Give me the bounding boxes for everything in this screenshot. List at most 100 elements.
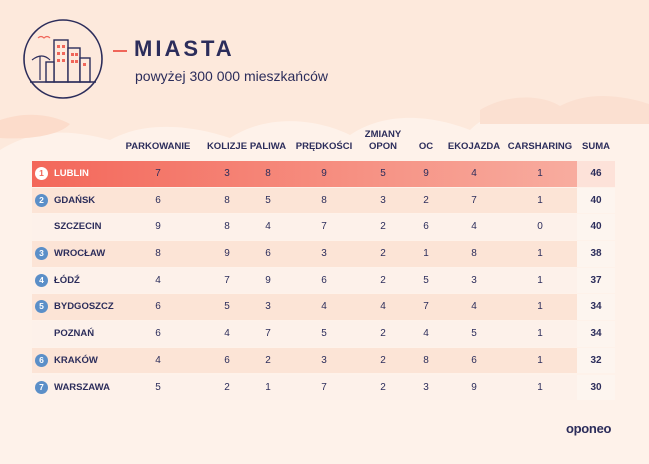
score-cell: 3 [224,168,230,179]
column-header: ZMIANY OPON [343,129,423,153]
table-header: PARKOWANIE KOLIZJE PALIWA PRĘDKOŚCI ZMIANY OP… [0,0,649,160]
sum-cell: 34 [577,294,615,320]
rank-badge: 2 [35,193,48,207]
column-header: PALIWA [228,141,308,153]
score-cell: 3 [423,381,429,393]
column-header-line: EKOJAZDA [447,141,501,152]
column-header-line: ZMIANY [364,129,402,140]
score-cell: 6 [423,221,429,233]
score-cell: 6 [155,301,161,313]
score-cell: 3 [321,248,327,260]
score-cell: 8 [321,194,327,206]
score-cell: 7 [321,381,327,393]
score-cell: 7 [321,221,327,233]
score-cell: 5 [265,194,271,206]
score-cell: 1 [537,381,543,393]
score-cell: 2 [380,328,386,340]
score-cell: 6 [471,354,477,366]
score-cell: 2 [265,354,271,366]
page-subtitle: powyżej 300 000 mieszkańców [135,68,328,84]
score-cell: 7 [265,328,271,340]
column-header-line: PALIWA [249,141,287,152]
score-cell: 4 [423,328,429,340]
score-cell: 4 [224,328,230,340]
ranking-table: 1 LUBLIN 7 3 8 9 5 9 4 1 46 2 GDAŃSK 6 8 5 8 3 2 7 1 40 SZCZEC… [32,161,615,401]
score-cell: 1 [537,168,543,179]
sum-cell: 38 [577,241,615,267]
score-cell: 4 [321,301,327,313]
score-cell: 9 [155,221,161,233]
table-row: SZCZECIN 9 8 4 7 2 6 4 0 40 [32,214,615,240]
city-name: BYDGOSZCZ [54,301,114,313]
score-cell: 6 [224,354,230,366]
score-cell: 6 [155,194,161,206]
score-cell: 2 [380,248,386,260]
city-skyline-icon [22,18,104,100]
table-row: POZNAŃ 6 4 7 5 2 4 5 1 34 [32,321,615,347]
column-header: CARSHARING [500,141,580,153]
score-cell: 4 [265,221,271,233]
rank-badge: 5 [35,300,48,314]
column-header-line: PRĘDKOŚCI [295,141,353,152]
score-cell: 5 [471,328,477,340]
rank-badge: 4 [35,273,48,287]
score-cell: 9 [265,274,271,286]
column-header-line: OPON [369,141,397,152]
sum-cell: 34 [577,321,615,347]
score-cell: 6 [155,328,161,340]
score-cell: 1 [537,274,543,286]
score-cell: 4 [380,301,386,313]
score-cell: 2 [224,381,230,393]
sum-cell: 40 [577,214,615,240]
column-header: SUMA [556,141,636,153]
score-cell: 2 [380,354,386,366]
score-cell: 1 [537,248,543,260]
score-cell: 8 [265,168,271,179]
score-cell: 6 [321,274,327,286]
score-cell: 4 [471,301,477,313]
score-cell: 2 [423,194,429,206]
city-name: WROCŁAW [54,248,106,260]
table-row: 5 BYDGOSZCZ 6 5 3 4 4 7 4 1 34 [32,294,615,320]
score-cell: 1 [423,248,429,260]
rank-badge: 7 [35,380,48,394]
score-cell: 4 [471,168,477,179]
table-row: 4 ŁÓDŹ 4 7 9 6 2 5 3 1 37 [32,267,615,294]
table-row: 1 LUBLIN 7 3 8 9 5 9 4 1 46 [32,161,615,187]
score-cell: 5 [224,301,230,313]
sum-cell: 37 [577,267,615,294]
score-cell: 9 [321,168,327,179]
score-cell: 8 [224,221,230,233]
column-header-line: CARSHARING [507,141,573,152]
score-cell: 3 [380,194,386,206]
score-cell: 4 [155,274,161,286]
score-cell: 5 [380,168,386,179]
score-cell: 8 [224,194,230,206]
score-cell: 4 [155,354,161,366]
sum-cell: 40 [577,187,615,214]
title-accent-line [113,50,127,52]
city-name: SZCZECIN [54,221,102,233]
table-row: 6 KRAKÓW 4 6 2 3 2 8 6 1 32 [32,347,615,374]
city-name: ŁÓDŹ [54,274,80,286]
score-cell: 9 [471,381,477,393]
score-cell: 8 [423,354,429,366]
score-cell: 8 [471,248,477,260]
sum-cell: 30 [577,374,615,400]
oponeo-logo: oponeo [566,421,612,436]
score-cell: 1 [265,381,271,393]
score-cell: 7 [423,301,429,313]
column-header: KOLIZJE [187,141,267,153]
score-cell: 7 [224,274,230,286]
score-cell: 3 [321,354,327,366]
column-header-line: SUMA [582,141,610,152]
score-cell: 5 [321,328,327,340]
score-cell: 1 [537,301,543,313]
table-row: 2 GDAŃSK 6 8 5 8 3 2 7 1 40 [32,187,615,214]
score-cell: 2 [380,221,386,233]
column-header: PRĘDKOŚCI [284,141,364,153]
score-cell: 4 [471,221,477,233]
score-cell: 9 [224,248,230,260]
score-cell: 1 [537,194,543,206]
city-name: GDAŃSK [54,194,96,206]
